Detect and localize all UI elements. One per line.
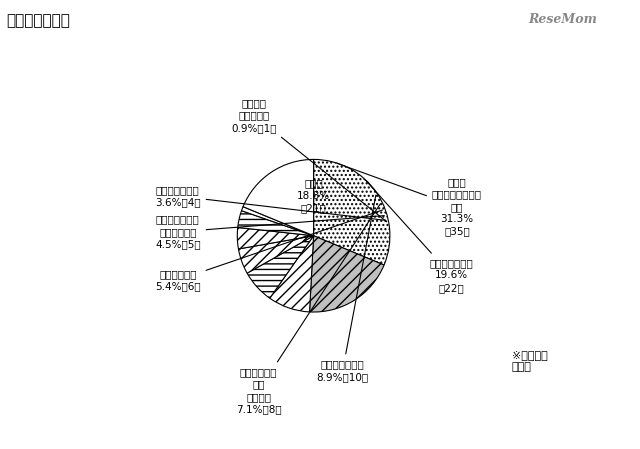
Text: その他
18.8%
（21）: その他 18.8% （21） — [297, 179, 330, 213]
Text: ナノ、材料分野
19.6%
（22）: ナノ、材料分野 19.6% （22） — [365, 180, 474, 293]
Text: ・利用研究分野: ・利用研究分野 — [6, 13, 70, 28]
Wedge shape — [237, 228, 314, 249]
Text: 素粒子、原子
核、
宇宙分野
7.1%（8）: 素粒子、原子 核、 宇宙分野 7.1%（8） — [236, 204, 380, 414]
Text: 地球環境分野
5.4%（6）: 地球環境分野 5.4%（6） — [155, 210, 383, 291]
Text: 防災、減災分野
8.9%（10）: 防災、減災分野 8.9%（10） — [317, 195, 376, 382]
Wedge shape — [270, 236, 314, 312]
Text: 原子力、
核融合分野
0.9%（1）: 原子力、 核融合分野 0.9%（1） — [231, 98, 387, 222]
Wedge shape — [239, 236, 314, 273]
Text: ※（　）内
は台数: ※（ ）内 は台数 — [512, 350, 548, 372]
Wedge shape — [243, 159, 314, 236]
Wedge shape — [247, 236, 314, 298]
Wedge shape — [310, 236, 384, 312]
Wedge shape — [314, 159, 390, 265]
Text: エネルギー分野
3.6%（4）: エネルギー分野 3.6%（4） — [155, 185, 386, 220]
Wedge shape — [237, 211, 314, 236]
Text: 工業製品設計、
産業応用分野
4.5%（5）: 工業製品設計、 産業応用分野 4.5%（5） — [155, 215, 385, 249]
Wedge shape — [241, 207, 314, 236]
Text: ReseMom: ReseMom — [529, 13, 598, 26]
Text: 創薬、
ライフサイエンス
分野
31.3%
（35）: 創薬、 ライフサイエンス 分野 31.3% （35） — [337, 163, 482, 237]
